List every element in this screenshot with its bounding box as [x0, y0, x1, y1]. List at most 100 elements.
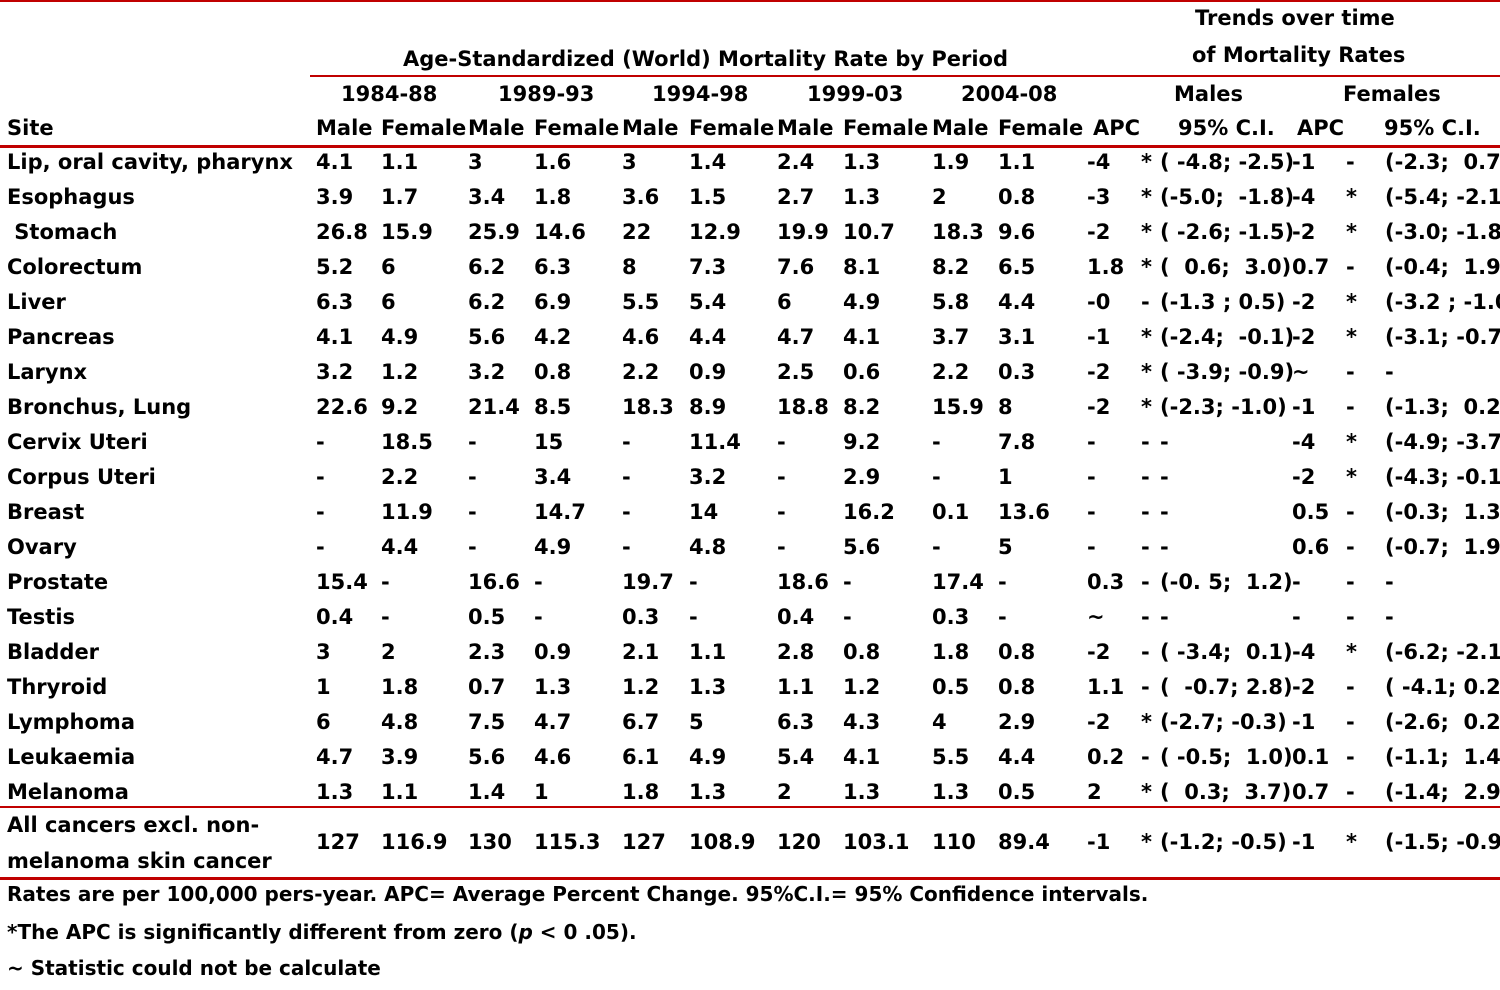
rate-cell: 6.1: [622, 745, 660, 769]
site-name: Breast: [7, 500, 85, 524]
female-apc-cell: -1: [1292, 710, 1316, 734]
rate-cell: 6.2: [468, 290, 506, 314]
rate-cell: 7.6: [777, 255, 815, 279]
female-ci-cell: (-3.0; -1.8): [1385, 220, 1500, 244]
rate-cell: -: [468, 500, 477, 524]
rate-cell: 8.2: [932, 255, 970, 279]
rate-cell: 1.3: [316, 780, 354, 804]
male-apc-cell: 0.3: [1087, 570, 1125, 594]
rate-cell: 3.9: [316, 185, 354, 209]
period-header-1989-93: 1989-93: [498, 82, 595, 106]
rate-cell: 2.9: [998, 710, 1036, 734]
rate-cell: 1.6: [534, 150, 572, 174]
trends-title-line1: Trends over time: [1195, 6, 1395, 30]
rate-cell: 12.9: [689, 220, 741, 244]
male-ci-cell: ( 0.3; 3.7): [1160, 780, 1292, 804]
column-header-apc: APC: [1093, 116, 1141, 140]
male-significance-marker: *: [1141, 780, 1152, 804]
rate-cell: 11.9: [381, 500, 433, 524]
male-significance-marker: -: [1141, 535, 1150, 559]
total-site-line2: melanoma skin cancer: [7, 849, 272, 873]
female-ci-cell: -: [1385, 605, 1394, 629]
male-apc-cell: -: [1087, 500, 1096, 524]
rate-cell: 6.9: [534, 290, 572, 314]
rate-cell: 1.8: [381, 675, 419, 699]
male-apc-cell: -0: [1087, 290, 1111, 314]
rate-cell: 2.2: [932, 360, 970, 384]
female-significance-marker: -: [1346, 605, 1355, 629]
rate-cell: 3.7: [932, 325, 970, 349]
rate-cell: 6: [777, 290, 792, 314]
male-significance-marker: -: [1141, 605, 1150, 629]
rate-cell: 0.9: [689, 360, 727, 384]
rate-cell: 0.3: [622, 605, 660, 629]
male-ci-cell: ( -3.9; -0.9): [1160, 360, 1295, 384]
rate-cell: 18.8: [777, 395, 829, 419]
site-name: Liver: [7, 290, 66, 314]
rate-cell: 0.4: [777, 605, 815, 629]
male-apc-cell: ~: [1087, 605, 1105, 629]
total-rate-cell: 130: [468, 830, 512, 854]
rate-cell: -: [381, 570, 390, 594]
rate-cell: -: [316, 465, 325, 489]
rate-cell: 3.9: [381, 745, 419, 769]
female-significance-marker: -: [1346, 710, 1355, 734]
rate-cell: 2.2: [381, 465, 419, 489]
male-apc-cell: -: [1087, 465, 1096, 489]
column-header-95-c-i-: 95% C.I.: [1384, 116, 1481, 140]
rate-cell: 8.2: [843, 395, 881, 419]
female-significance-marker: -: [1346, 360, 1355, 384]
male-significance-marker: *: [1141, 395, 1152, 419]
female-ci-cell: -: [1385, 360, 1394, 384]
rate-cell: 4.2: [534, 325, 572, 349]
rate-cell: 5.6: [468, 745, 506, 769]
rate-cell: 10.7: [843, 220, 895, 244]
female-significance-marker: *: [1346, 290, 1357, 314]
female-apc-cell: 0.5: [1292, 500, 1330, 524]
rate-cell: 8.5: [534, 395, 572, 419]
female-apc-cell: 0.7: [1292, 255, 1330, 279]
female-significance-marker: -: [1346, 150, 1355, 174]
rate-cell: 1.9: [932, 150, 970, 174]
rate-cell: 0.6: [843, 360, 881, 384]
male-ci-cell: ( -3.4; 0.1): [1160, 640, 1293, 664]
female-apc-cell: 0.7: [1292, 780, 1330, 804]
female-apc-cell: -2: [1292, 325, 1316, 349]
rate-cell: -: [932, 535, 941, 559]
female-significance-marker: -: [1346, 500, 1355, 524]
male-ci-cell: (-2.4; -0.1): [1160, 325, 1295, 349]
rate-cell: 2.2: [622, 360, 660, 384]
female-significance-marker: -: [1346, 745, 1355, 769]
site-name: Thryroid: [7, 675, 108, 699]
footnote-rates: Rates are per 100,000 pers-year. APC= Av…: [7, 882, 1149, 906]
rate-cell: 18.6: [777, 570, 829, 594]
rate-cell: 0.7: [468, 675, 506, 699]
rate-cell: 9.2: [381, 395, 419, 419]
rate-cell: 4.7: [534, 710, 572, 734]
rate-cell: 22.6: [316, 395, 368, 419]
male-ci-cell: (-1.3 ; 0.5): [1160, 290, 1286, 314]
male-ci-cell: (-2.3; -1.0): [1160, 395, 1287, 419]
rate-cell: 1: [316, 675, 331, 699]
rate-cell: 0.3: [998, 360, 1036, 384]
rate-cell: 4.4: [689, 325, 727, 349]
rate-cell: 4.4: [381, 535, 419, 559]
period-group-rule: [310, 75, 1500, 77]
male-ci-cell: -: [1160, 605, 1169, 629]
male-significance-marker: *: [1141, 325, 1152, 349]
rate-cell: -: [777, 430, 786, 454]
rate-cell: -: [381, 605, 390, 629]
rate-cell: 1.2: [843, 675, 881, 699]
rate-cell: 4.9: [689, 745, 727, 769]
rate-cell: 8: [998, 395, 1013, 419]
rate-cell: -: [316, 535, 325, 559]
site-name: Corpus Uteri: [7, 465, 156, 489]
female-ci-cell: (-6.2; -2.1): [1385, 640, 1500, 664]
female-ci-cell: (-5.4; -2.1): [1385, 185, 1500, 209]
rate-cell: -: [468, 465, 477, 489]
rate-cell: -: [777, 535, 786, 559]
total-male-apc: -1: [1087, 830, 1111, 854]
rate-cell: 16.6: [468, 570, 520, 594]
footnote-tilde: ~ Statistic could not be calculate: [7, 956, 381, 980]
site-name: Larynx: [7, 360, 88, 384]
